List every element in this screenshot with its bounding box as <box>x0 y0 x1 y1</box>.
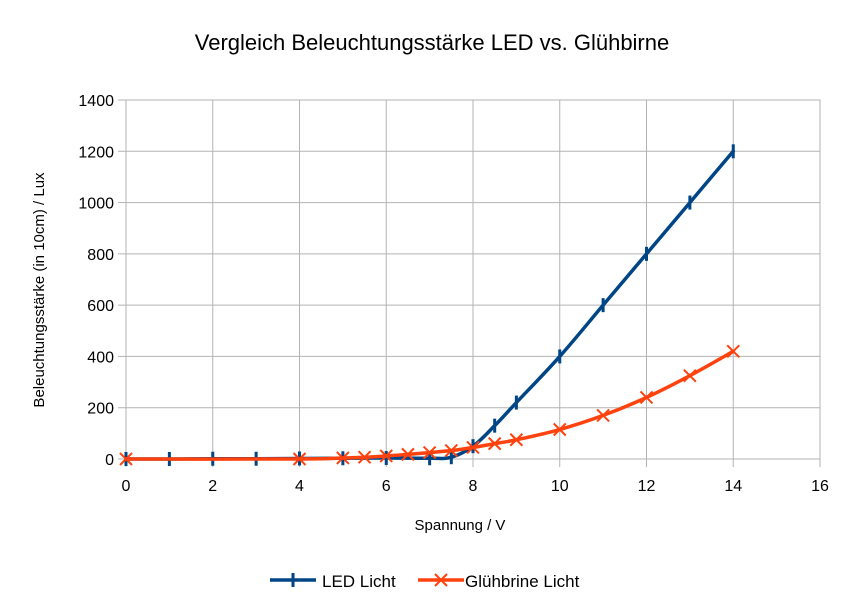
grid <box>125 99 821 460</box>
data-point <box>119 452 133 466</box>
data-point <box>639 390 654 405</box>
data-point <box>444 443 459 458</box>
y-tick-label: 1000 <box>78 196 114 213</box>
y-tick-label: 0 <box>105 452 114 469</box>
data-point <box>596 408 610 423</box>
x-axis-title: Spannung / V <box>415 517 506 534</box>
x-tick-label: 8 <box>469 478 478 495</box>
x-tick-label: 12 <box>638 478 656 495</box>
y-tick-label: 800 <box>87 247 114 264</box>
data-point <box>357 450 372 464</box>
x-tick-label: 2 <box>208 478 217 495</box>
x-tick-label: 6 <box>382 478 391 495</box>
legend-label: Glühbrine Licht <box>465 572 580 591</box>
data-point <box>422 445 437 460</box>
y-axis-ticks: 0 200 400 600 800 1000 1200 1400 <box>78 93 126 469</box>
x-tick-label: 14 <box>724 478 742 495</box>
data-point <box>726 344 740 359</box>
y-axis-title: Beleuchtungsstärke (in 10cm) / Lux <box>31 172 48 408</box>
y-tick-label: 1200 <box>78 144 114 161</box>
y-tick-label: 1400 <box>78 93 114 110</box>
legend: LED Licht Glühbrine Licht <box>270 572 580 591</box>
y-tick-label: 200 <box>87 401 114 418</box>
y-tick-label: 600 <box>87 298 114 315</box>
series-line <box>124 349 735 461</box>
data-point <box>509 433 524 447</box>
data-point <box>401 447 415 462</box>
legend-label: LED Licht <box>322 572 396 591</box>
legend-item: LED Licht <box>270 572 396 591</box>
legend-item: Glühbrine Licht <box>418 572 580 591</box>
x-tick-label: 4 <box>295 478 304 495</box>
data-point <box>292 452 307 466</box>
data-point <box>379 449 393 463</box>
x-tick-label: 0 <box>122 478 131 495</box>
data-point <box>683 368 697 383</box>
legend-marker <box>434 573 448 587</box>
data-point <box>487 436 502 451</box>
data-point <box>466 440 480 455</box>
chart-title: Vergleich Beleuchtungsstärke LED vs. Glü… <box>195 30 669 55</box>
y-tick-label: 400 <box>87 349 114 366</box>
series-layer <box>119 144 740 466</box>
data-point <box>336 451 350 465</box>
data-point <box>553 422 567 437</box>
x-tick-label: 10 <box>551 478 569 495</box>
series-gluehbirne <box>119 344 740 466</box>
x-axis-ticks: 0 2 4 6 8 10 12 14 16 <box>122 459 829 495</box>
x-tick-label: 16 <box>811 478 829 495</box>
